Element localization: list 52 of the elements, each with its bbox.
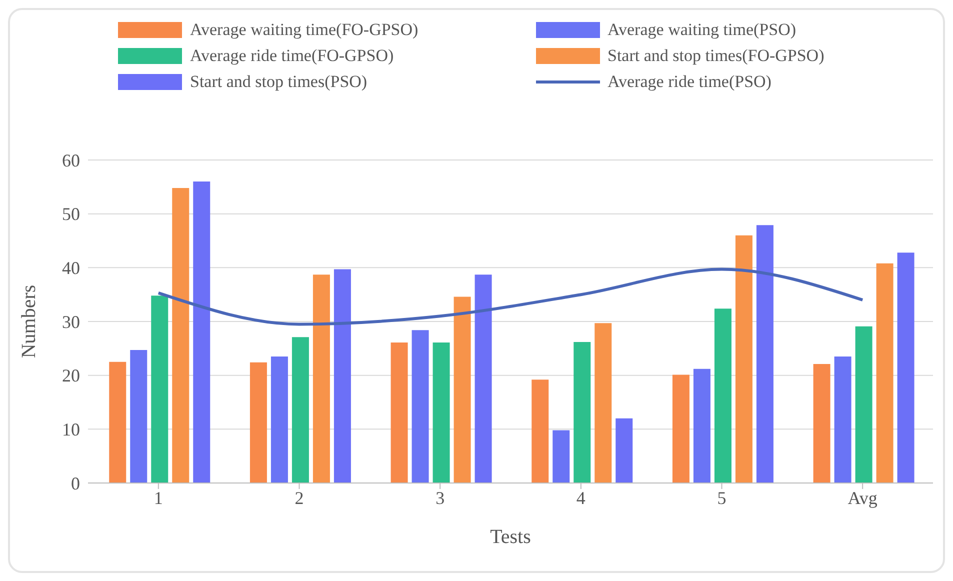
legend-label: Average ride time(PSO)	[608, 72, 772, 92]
line-series	[156, 268, 864, 326]
bar	[714, 308, 732, 483]
x-tick-label: 2	[294, 488, 304, 508]
bar	[250, 362, 267, 483]
bar	[292, 337, 309, 483]
bar	[735, 235, 752, 483]
bar	[312, 274, 330, 483]
y-tick-label: 50	[62, 204, 80, 224]
x-tick-label: 3	[436, 488, 445, 508]
bar	[193, 182, 210, 483]
bar	[876, 263, 894, 483]
x-axis-title: Tests	[490, 526, 532, 548]
x-tick-label: 1	[154, 488, 163, 508]
bar	[813, 364, 830, 483]
y-tick-label: 60	[62, 150, 80, 170]
y-tick-label: 10	[62, 420, 80, 440]
bar	[432, 342, 450, 483]
y-tick-label: 30	[62, 312, 80, 332]
legend-label: Average ride time(FO-GPSO)	[190, 46, 394, 66]
legend-label: Start and stop times(PSO)	[190, 72, 368, 92]
bar	[897, 252, 914, 483]
bar	[552, 430, 570, 483]
bar	[574, 342, 591, 483]
bar	[172, 188, 190, 483]
legend-label: Average waiting time(PSO)	[608, 20, 796, 40]
bar	[474, 274, 492, 483]
y-tick-label: 0	[71, 473, 80, 494]
bar	[334, 269, 351, 483]
x-tick-label: Avg	[848, 488, 878, 508]
bar	[109, 362, 126, 483]
bar	[594, 323, 612, 483]
bar	[672, 374, 690, 483]
bar	[855, 326, 872, 483]
bar	[130, 350, 148, 483]
bar	[532, 380, 549, 483]
bar	[412, 330, 429, 483]
x-tick-label: 4	[576, 488, 586, 508]
x-tick-label: 5	[717, 488, 726, 508]
bar	[616, 418, 633, 483]
legend-label: Average waiting time(FO-GPSO)	[190, 20, 418, 40]
legend-label: Start and stop times(FO-GPSO)	[608, 46, 824, 66]
bar	[270, 356, 288, 483]
y-axis-title: Numbers	[18, 284, 40, 358]
bar	[756, 225, 774, 483]
bar	[390, 342, 408, 483]
y-tick-label: 20	[62, 366, 80, 386]
y-tick-label: 40	[62, 258, 80, 278]
bar	[151, 296, 168, 483]
bar	[454, 296, 471, 483]
bar	[693, 368, 710, 483]
bar	[834, 356, 852, 483]
